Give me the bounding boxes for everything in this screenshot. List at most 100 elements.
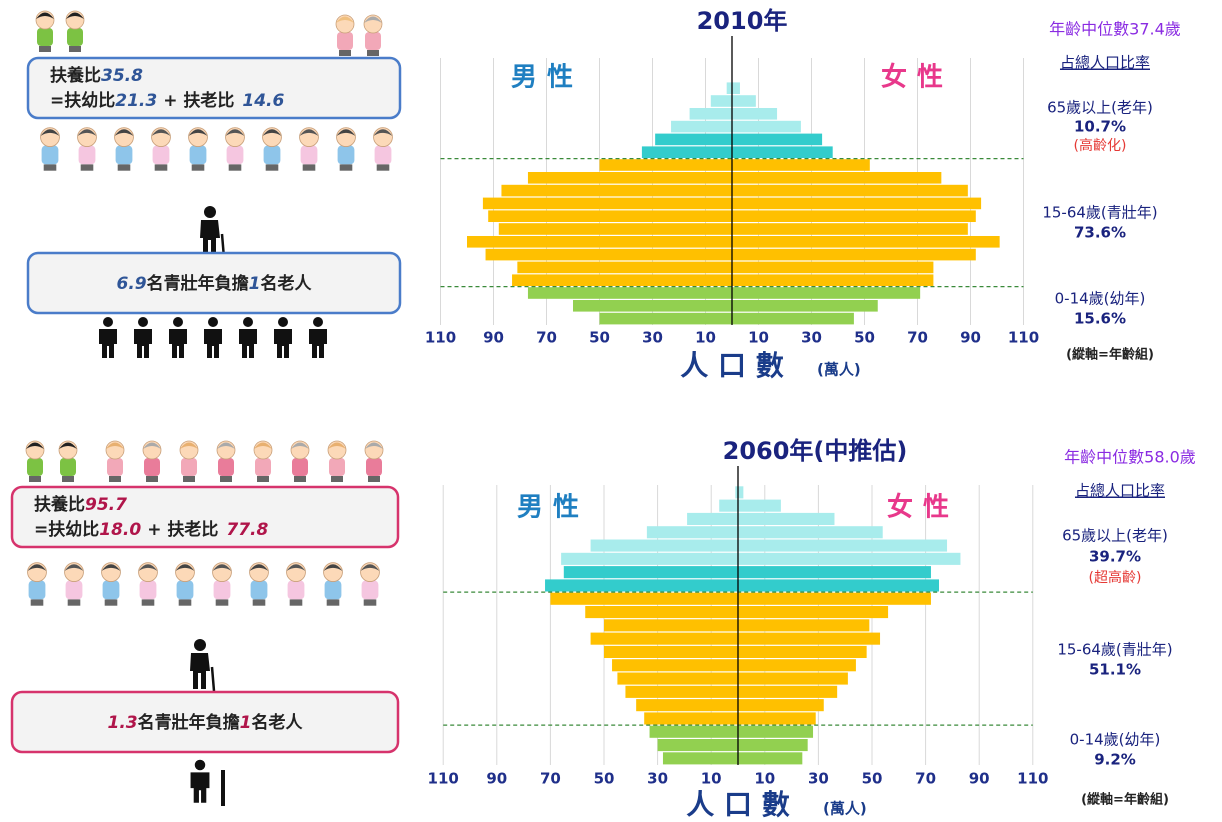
- male-bar: [658, 739, 738, 751]
- x-tick-label: 50: [854, 329, 875, 347]
- male-bar: [690, 108, 732, 120]
- icon-legs: [377, 164, 390, 170]
- female-bar: [738, 500, 781, 512]
- icon-legs: [118, 164, 131, 170]
- y-axis-note: (縱軸=年齡組): [1066, 347, 1154, 363]
- male-bar: [711, 95, 732, 107]
- person-icon: [217, 441, 235, 482]
- male-bar: [663, 752, 738, 764]
- person-icon: [254, 441, 272, 482]
- x-tick-label: 110: [425, 329, 456, 347]
- female-bar: [732, 185, 968, 197]
- icon-body: [325, 581, 342, 600]
- male-bar: [650, 726, 738, 738]
- person-icon: [65, 563, 84, 606]
- icon-body: [66, 581, 83, 600]
- young-value: 21.3: [115, 91, 157, 111]
- median-age: 年齡中位數37.4歲: [1049, 20, 1181, 39]
- male-bar: [545, 579, 738, 591]
- male-bar: [528, 287, 732, 299]
- icon-body: [144, 458, 160, 476]
- icon-body: [365, 32, 381, 50]
- icon-head: [243, 317, 253, 327]
- person-icon: [143, 441, 161, 482]
- person-icon: [176, 563, 195, 606]
- group-share: 73.6%: [1074, 224, 1126, 242]
- elder-icon: [200, 206, 224, 258]
- female-bar: [738, 726, 813, 738]
- female-bar: [738, 526, 883, 538]
- female-bar: [732, 249, 976, 261]
- x-tick-label: 90: [486, 770, 507, 788]
- male-bar: [550, 593, 738, 605]
- elders-value: 1: [240, 713, 252, 733]
- icon-body: [103, 581, 120, 600]
- worker-icon: [204, 317, 222, 358]
- person-icon: [365, 441, 383, 482]
- icon-body: [191, 772, 210, 802]
- male-bar: [499, 223, 732, 235]
- male-bar: [600, 159, 733, 171]
- x-tick-label: 110: [1008, 329, 1039, 347]
- icon-legs: [81, 164, 94, 170]
- group-label: 65歲以上(老年): [1047, 99, 1153, 117]
- female-bar: [732, 313, 854, 325]
- person-icon: [102, 563, 121, 606]
- female-bar: [738, 712, 816, 724]
- person-icon: [328, 441, 346, 482]
- female-bar: [738, 579, 939, 591]
- icon-body: [362, 581, 379, 600]
- male-bar: [671, 121, 732, 133]
- group-label: 0-14歲(幼年): [1070, 731, 1161, 749]
- group-note: (超高齡): [1089, 569, 1142, 586]
- icon-legs: [183, 476, 195, 482]
- male-bar: [727, 82, 732, 94]
- person-icon: [336, 15, 354, 56]
- icon-body: [107, 458, 123, 476]
- burden-end: 名老人: [260, 273, 312, 294]
- male-bar: [591, 540, 738, 552]
- icon-body: [37, 28, 53, 46]
- x-tick-label: 70: [907, 329, 928, 347]
- female-bar: [732, 134, 822, 146]
- female-bar: [738, 566, 931, 578]
- person-icon: [374, 128, 393, 171]
- elders-value: 1: [249, 274, 261, 294]
- icon-legs: [68, 599, 81, 605]
- person-icon: [106, 441, 124, 482]
- group-note: (高齡化): [1074, 137, 1127, 154]
- icon-head: [138, 317, 148, 327]
- group-share: 10.7%: [1074, 118, 1126, 136]
- x-tick-label: 10: [748, 329, 769, 347]
- icon-legs: [364, 599, 377, 605]
- person-icon: [287, 563, 306, 606]
- female-bar: [732, 223, 968, 235]
- female-bar: [732, 198, 981, 210]
- icon-legs: [39, 46, 51, 52]
- group-label: 15-64歲(青壯年): [1057, 641, 1172, 659]
- x-tick-label: 50: [589, 329, 610, 347]
- worker-icon: [239, 317, 257, 358]
- worker-icon: [134, 317, 152, 358]
- icon-body: [116, 146, 133, 165]
- workers-value: 1.3: [108, 713, 138, 733]
- icon-legs: [62, 476, 74, 482]
- icon-legs: [367, 50, 379, 56]
- icon-legs: [339, 50, 351, 56]
- male-bar: [561, 553, 738, 565]
- ratio-line: 扶養比95.7: [34, 494, 127, 515]
- icon-legs: [31, 599, 44, 605]
- worker-icon: [169, 317, 187, 358]
- share-heading: 占總人口比率: [1060, 54, 1150, 72]
- young-label: =扶幼比: [50, 90, 115, 111]
- icon-legs: [368, 476, 380, 482]
- female-bar: [738, 553, 960, 565]
- burden-line: 6.9名青壯年負擔1名老人: [117, 273, 313, 294]
- person-icon: [324, 563, 343, 606]
- male-bar: [528, 172, 732, 184]
- female-bar: [732, 274, 933, 286]
- male-bar: [591, 633, 738, 645]
- legend-male: 男性: [517, 493, 589, 523]
- icon-body: [255, 458, 271, 476]
- person-icon: [26, 441, 44, 482]
